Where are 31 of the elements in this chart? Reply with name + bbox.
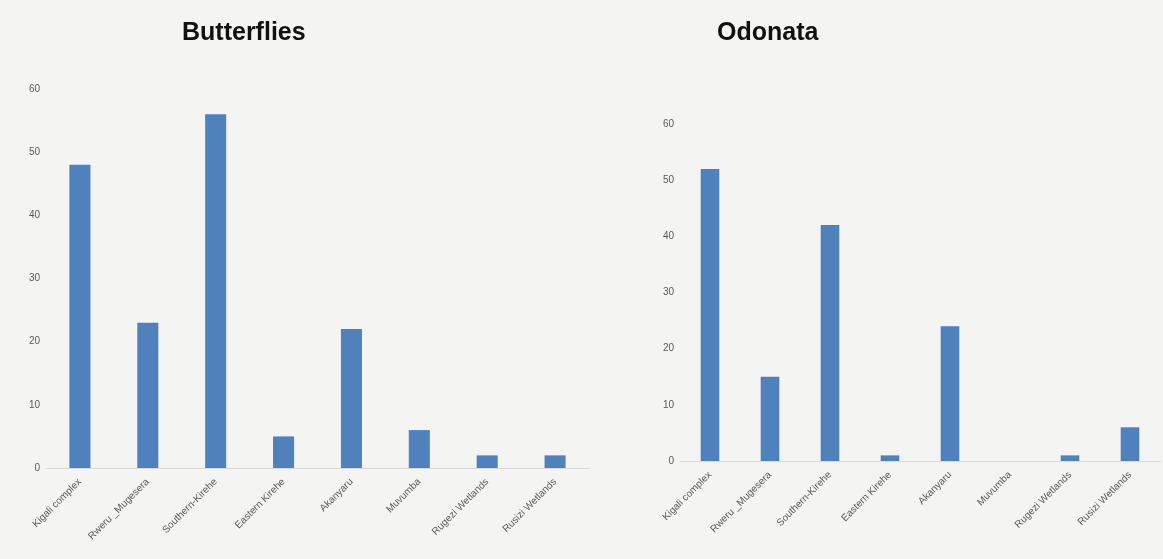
bar — [69, 164, 91, 468]
y-tick-label: 60 — [662, 117, 675, 129]
bar — [340, 329, 362, 468]
y-tick-label: 20 — [662, 342, 675, 354]
chart-title: Odonata — [717, 17, 819, 46]
bar — [760, 376, 780, 461]
bar — [1120, 427, 1140, 461]
y-tick-label: 30 — [28, 272, 41, 284]
y-tick-label: 40 — [662, 230, 675, 242]
y-tick-label: 30 — [662, 286, 675, 298]
y-tick-label: 10 — [28, 398, 41, 410]
bar — [408, 430, 430, 468]
bar — [205, 114, 227, 468]
y-tick-label: 60 — [28, 82, 41, 94]
bar — [273, 436, 295, 468]
bar — [544, 455, 566, 468]
y-tick-label: 10 — [662, 398, 675, 410]
bar — [700, 168, 720, 461]
bar — [940, 326, 960, 461]
bar — [820, 225, 840, 461]
bar — [880, 455, 900, 461]
bar — [476, 455, 498, 468]
y-tick-label: 40 — [28, 209, 41, 221]
y-tick-label: 0 — [668, 454, 675, 466]
chart-title: Butterflies — [182, 17, 306, 46]
bar — [137, 322, 159, 468]
bar — [1060, 455, 1080, 461]
y-tick-label: 50 — [662, 173, 675, 185]
y-tick-label: 20 — [28, 335, 41, 347]
y-tick-label: 50 — [28, 145, 41, 157]
y-tick-label: 0 — [34, 461, 41, 473]
